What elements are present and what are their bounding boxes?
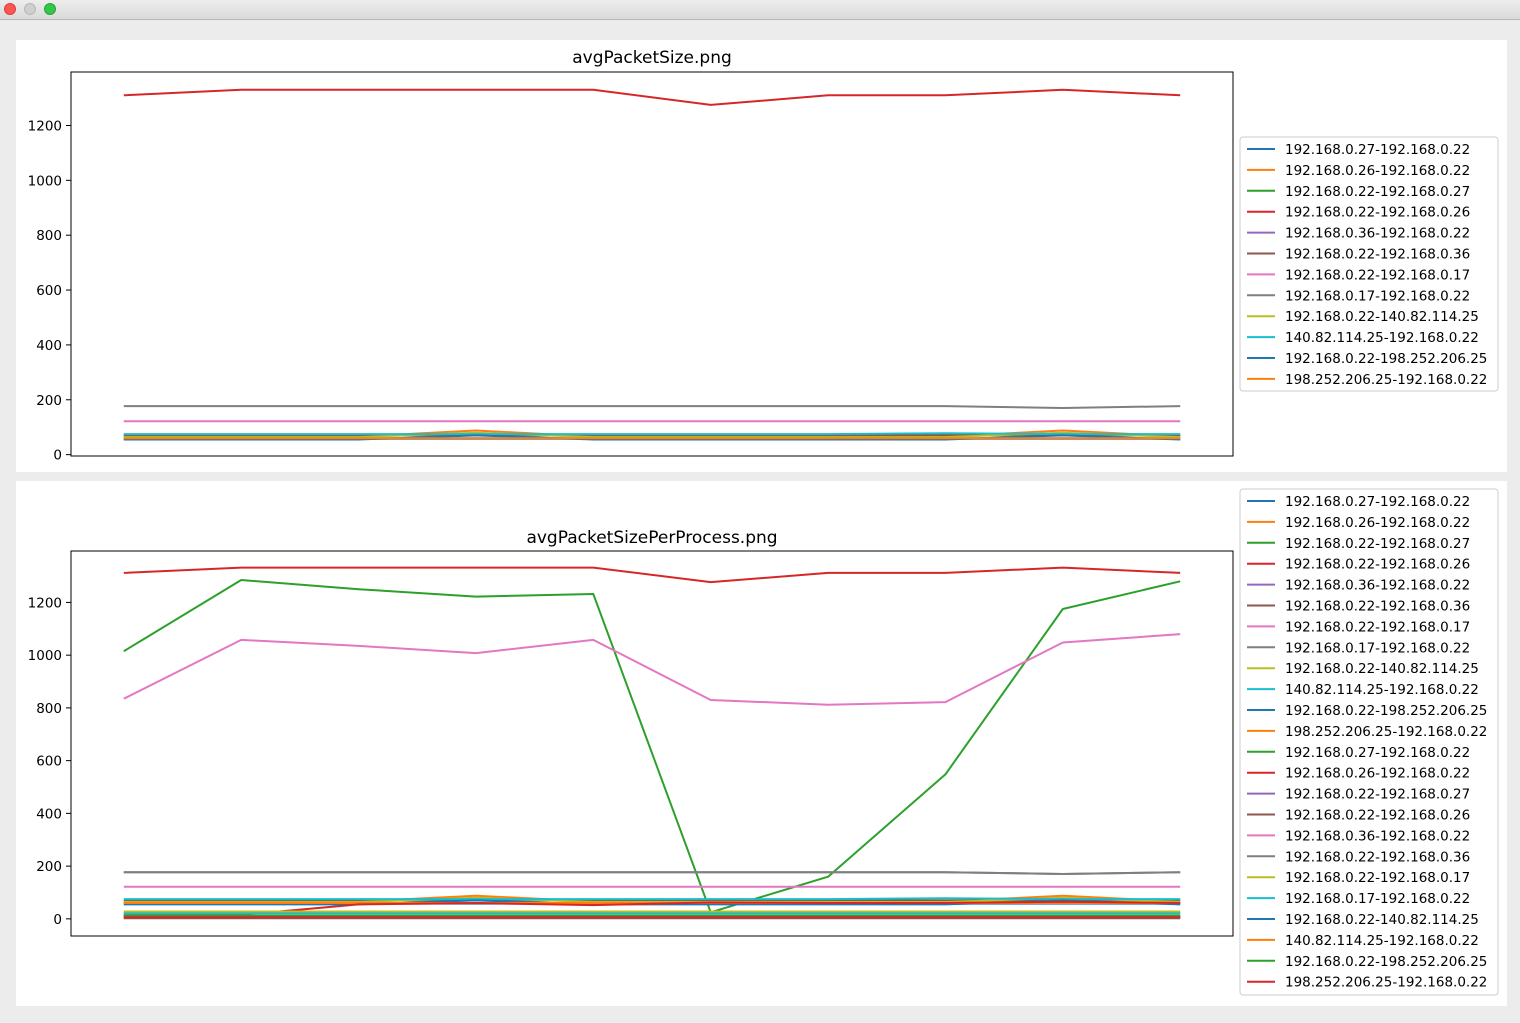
legend-label: 192.168.0.22-192.168.0.17 xyxy=(1285,267,1470,283)
window-titlebar xyxy=(0,0,1520,20)
legend-label: 192.168.0.22-192.168.0.27 xyxy=(1285,787,1470,803)
maximize-button[interactable] xyxy=(44,3,56,15)
legend-label: 192.168.0.36-192.168.0.22 xyxy=(1285,828,1470,844)
y-tick-label: 800 xyxy=(36,228,62,244)
legend-label: 192.168.0.26-192.168.0.22 xyxy=(1285,766,1470,782)
chart-title: avgPacketSize.png xyxy=(572,48,732,68)
legend-label: 192.168.0.22-192.168.0.36 xyxy=(1285,599,1470,615)
series-lines xyxy=(123,566,1181,920)
chart-title: avgPacketSizePerProcess.png xyxy=(526,528,777,548)
legend-label: 192.168.0.27-192.168.0.22 xyxy=(1285,494,1470,510)
y-tick-label: 400 xyxy=(36,806,62,822)
y-tick-label: 1000 xyxy=(28,173,62,189)
legend-label: 192.168.0.22-192.168.0.27 xyxy=(1285,184,1470,200)
y-tick-label: 400 xyxy=(36,338,62,354)
series-line xyxy=(123,432,1181,436)
legend-label: 192.168.0.22-198.252.206.25 xyxy=(1285,351,1487,367)
legend-label: 192.168.0.26-192.168.0.22 xyxy=(1285,515,1470,531)
series-line xyxy=(123,566,1181,584)
legend-label: 198.252.206.25-192.168.0.22 xyxy=(1285,975,1487,991)
legend-box xyxy=(1239,136,1499,392)
legend-label: 198.252.206.25-192.168.0.22 xyxy=(1285,724,1487,740)
series-line xyxy=(123,431,1181,439)
y-tick-label: 200 xyxy=(36,859,62,875)
legend-label: 192.168.0.27-192.168.0.22 xyxy=(1285,745,1470,761)
legend: 192.168.0.27-192.168.0.22 192.168.0.26-19… xyxy=(1239,136,1499,392)
y-tick-label: 0 xyxy=(53,448,62,464)
legend-label: 192.168.0.22-198.252.206.25 xyxy=(1285,703,1487,719)
plot-frame xyxy=(70,550,1234,937)
legend-label: 192.168.0.17-192.168.0.22 xyxy=(1285,640,1470,656)
series-line xyxy=(123,897,1181,901)
y-tick-label: 1200 xyxy=(28,118,62,134)
series-line xyxy=(123,633,1181,706)
legend-label: 192.168.0.17-192.168.0.22 xyxy=(1285,288,1470,304)
legend-label: 192.168.0.22-192.168.0.17 xyxy=(1285,619,1470,635)
legend-label: 140.82.114.25-192.168.0.22 xyxy=(1285,330,1479,346)
legend-label: 192.168.0.22-192.168.0.26 xyxy=(1285,205,1470,221)
y-tick-label: 200 xyxy=(36,393,62,409)
legend-label: 192.168.0.22-192.168.0.26 xyxy=(1285,808,1470,824)
y-tick-label: 1200 xyxy=(28,595,62,611)
y-tick-label: 600 xyxy=(36,283,62,299)
chart-panel-avg-packet-size: avgPacketSize.png 0 200 400 600 800 1000 1200 19… xyxy=(16,40,1507,472)
legend-label: 192.168.0.26-192.168.0.22 xyxy=(1285,163,1470,179)
y-tick-label: 600 xyxy=(36,754,62,770)
legend-label: 192.168.0.27-192.168.0.22 xyxy=(1285,142,1470,158)
legend-label: 192.168.0.22-192.168.0.27 xyxy=(1285,536,1470,552)
series-lines xyxy=(123,88,1181,441)
y-tick-label: 1000 xyxy=(28,648,62,664)
legend-label: 192.168.0.36-192.168.0.22 xyxy=(1285,578,1470,594)
legend-label: 192.168.0.36-192.168.0.22 xyxy=(1285,226,1470,242)
legend: 192.168.0.27-192.168.0.22 192.168.0.26-19… xyxy=(1239,488,1499,996)
legend-label: 192.168.0.22-140.82.114.25 xyxy=(1285,661,1479,677)
legend-label: 192.168.0.22-140.82.114.25 xyxy=(1285,309,1479,325)
series-line xyxy=(123,900,1181,916)
legend-label: 140.82.114.25-192.168.0.22 xyxy=(1285,933,1479,949)
legend-label: 192.168.0.22-192.168.0.36 xyxy=(1285,247,1470,263)
legend-label: 198.252.206.25-192.168.0.22 xyxy=(1285,372,1487,388)
legend-box xyxy=(1239,488,1499,996)
series-line xyxy=(123,88,1181,106)
series-line xyxy=(123,871,1181,875)
chart-avg-packet-size-per-process: avgPacketSizePerProcess.png 0 200 400 600 800… xyxy=(28,488,1499,996)
legend-label: 140.82.114.25-192.168.0.22 xyxy=(1285,682,1479,698)
series-line xyxy=(123,405,1181,409)
legend-label: 192.168.0.22-192.168.0.17 xyxy=(1285,870,1470,886)
legend-label: 192.168.0.22-192.168.0.26 xyxy=(1285,557,1470,573)
close-button[interactable] xyxy=(4,3,16,15)
minimize-button[interactable] xyxy=(24,3,36,15)
legend-label: 192.168.0.17-192.168.0.22 xyxy=(1285,891,1470,907)
series-line xyxy=(123,579,1181,914)
y-tick-label: 0 xyxy=(53,912,62,928)
plot-frame xyxy=(70,71,1234,457)
legend-label: 192.168.0.22-192.168.0.36 xyxy=(1285,849,1470,865)
legend-label: 192.168.0.22-198.252.206.25 xyxy=(1285,954,1487,970)
y-tick-label: 800 xyxy=(36,701,62,717)
chart-panel-avg-packet-size-per-process: avgPacketSizePerProcess.png 0 200 400 600 800… xyxy=(16,481,1507,1006)
chart-avg-packet-size: avgPacketSize.png 0 200 400 600 800 1000 1200 19… xyxy=(28,48,1499,464)
legend-label: 192.168.0.22-140.82.114.25 xyxy=(1285,912,1479,928)
